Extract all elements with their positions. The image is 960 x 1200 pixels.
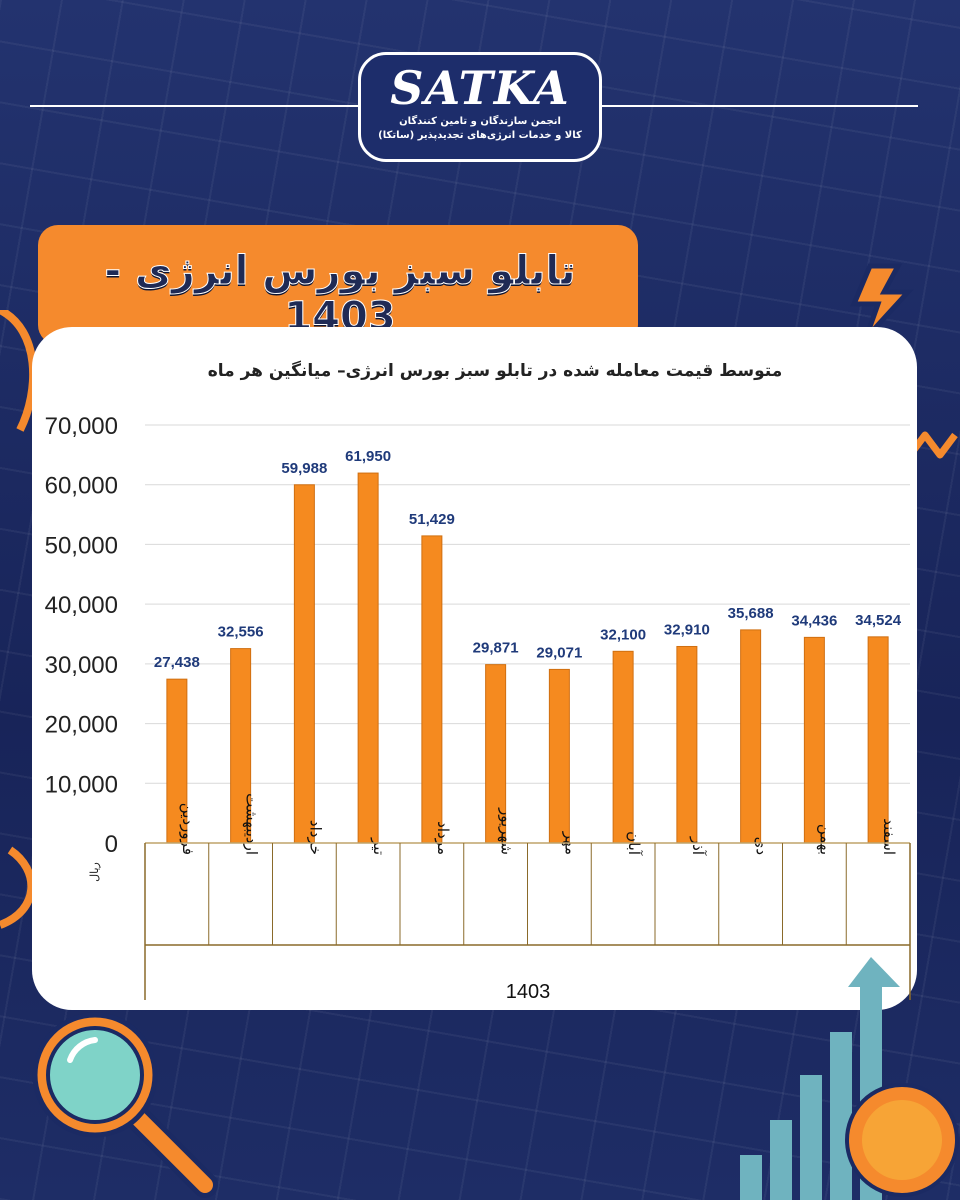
data-label: 34,524 (855, 612, 902, 629)
y-tick-label: 20,000 (45, 712, 118, 739)
x-tick-label: اردیبهشت (243, 793, 261, 855)
lightning-icon (850, 263, 914, 340)
bar (740, 629, 762, 844)
bar (612, 650, 634, 844)
growth-chart-icon (740, 957, 959, 1200)
data-label: 51,429 (409, 511, 455, 528)
bar (548, 668, 570, 844)
y-tick-label: 70,000 (45, 413, 118, 440)
data-label: 29,071 (536, 644, 582, 661)
x-tick-label: آذر (689, 836, 707, 856)
data-label: 32,100 (600, 626, 646, 643)
bar (357, 472, 379, 844)
satka-logo: SATKA انجمن سازندگان و تامین کنندگان کال… (358, 52, 602, 162)
x-tick-label: اسفند (880, 818, 898, 855)
data-label: 32,910 (664, 621, 710, 638)
data-label: 59,988 (281, 460, 327, 477)
y-axis-unit: ریال (88, 862, 101, 882)
x-tick-label: شهریور (498, 807, 516, 855)
bar (803, 636, 825, 844)
y-tick-label: 40,000 (45, 592, 118, 619)
data-label: 32,556 (218, 624, 264, 641)
header-line-left (30, 105, 360, 107)
bar (676, 645, 698, 844)
bar (293, 484, 315, 844)
x-tick-label: خرداد (306, 820, 324, 855)
bar (421, 535, 443, 844)
y-tick-label: 30,000 (45, 652, 118, 679)
y-tick-label: 10,000 (45, 771, 118, 798)
x-tick-label: بهمن (816, 824, 834, 855)
chart-title: متوسط قیمت معامله شده در تابلو سبز بورس … (208, 360, 783, 381)
logo-wordmark: SATKA (390, 61, 570, 115)
logo-subtitle-2: کالا و خدمات انرژی‌های تجدیدپذیر (ساتکا) (378, 130, 582, 141)
bar (867, 636, 889, 844)
data-label: 35,688 (728, 605, 774, 622)
magnifier-icon (32, 1012, 218, 1198)
y-tick-label: 50,000 (45, 532, 118, 559)
x-tick-label: مرداد (434, 821, 452, 855)
header-line-right (600, 105, 918, 107)
data-label: 29,871 (473, 640, 519, 657)
x-tick-label: دی (753, 837, 771, 855)
x-axis-label: 1403 (506, 981, 551, 1003)
data-label: 34,436 (791, 612, 837, 629)
zigzag-decoration (910, 431, 958, 459)
data-label: 61,950 (345, 448, 391, 465)
y-tick-label: 0 (105, 831, 118, 858)
x-tick-label: تیر (370, 837, 388, 855)
logo-subtitle-1: انجمن سازندگان و تامین کنندگان (399, 116, 561, 127)
title-tab (38, 225, 638, 345)
y-tick-label: 60,000 (45, 473, 118, 500)
chart-card (32, 327, 917, 1010)
x-tick-label: فروردین (179, 803, 197, 855)
data-label: 27,438 (154, 654, 200, 671)
